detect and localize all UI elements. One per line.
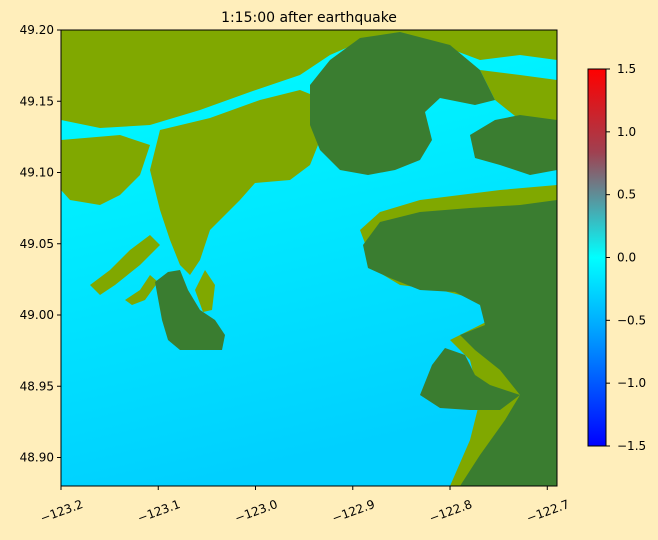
- x-tick-label: −123.2: [38, 497, 85, 525]
- x-tick-label: −123.0: [233, 497, 280, 525]
- colorbar-tick-label: −0.5: [617, 313, 646, 327]
- colorbar-tick-label: 1.5: [617, 62, 636, 76]
- colorbar-tick-label: 0.5: [617, 188, 636, 202]
- colorbar-tick-label: −1.0: [617, 376, 646, 390]
- y-tick-label: 49.10: [20, 166, 54, 180]
- flooded-strip-south: [125, 275, 158, 305]
- y-tick-label: 48.95: [20, 379, 54, 393]
- flooded-islands: [61, 135, 150, 205]
- x-tick-label: −122.7: [525, 497, 572, 525]
- plot-area: [61, 30, 557, 486]
- chart-title: 1:15:00 after earthquake: [221, 10, 397, 26]
- dry-land-point-roberts: [155, 270, 225, 350]
- colorbar-gradient: [587, 68, 607, 447]
- colorbar-ticks: −1.5 −1.0 −0.5 0.0 0.5 1.0 1.5: [606, 62, 646, 453]
- y-axis: 48.90 48.95 49.00 49.05 49.10 49.15 49.20: [20, 23, 61, 465]
- colorbar-tick-label: 0.0: [617, 251, 636, 265]
- y-tick-label: 49.15: [20, 94, 54, 108]
- dry-land-east: [470, 115, 557, 175]
- y-tick-label: 49.20: [20, 23, 54, 37]
- dry-land-southeast: [363, 200, 557, 486]
- x-axis: −123.2 −123.1 −123.0 −122.9 −122.8 −122.7: [38, 486, 571, 525]
- y-tick-label: 49.05: [20, 237, 54, 251]
- flooded-north-shore: [480, 70, 557, 130]
- dry-land-birch-bay: [420, 348, 520, 410]
- colorbar: −1.5 −1.0 −0.5 0.0 0.5 1.0 1.5: [587, 62, 646, 453]
- x-tick-label: −123.1: [136, 497, 183, 525]
- y-tick-label: 48.90: [20, 451, 54, 465]
- x-tick-label: −122.9: [330, 497, 377, 525]
- dry-land-north: [310, 32, 495, 175]
- plot-frame: [60, 29, 558, 487]
- flooded-peninsula: [150, 90, 325, 275]
- y-tick-label: 49.00: [20, 308, 54, 322]
- flooded-delta: [61, 30, 557, 128]
- colorbar-tick-label: 1.0: [617, 125, 636, 139]
- flooded-strip: [90, 235, 160, 295]
- colorbar-tick-label: −1.5: [617, 439, 646, 453]
- x-tick-label: −122.8: [427, 497, 474, 525]
- flooded-south-point: [195, 270, 215, 312]
